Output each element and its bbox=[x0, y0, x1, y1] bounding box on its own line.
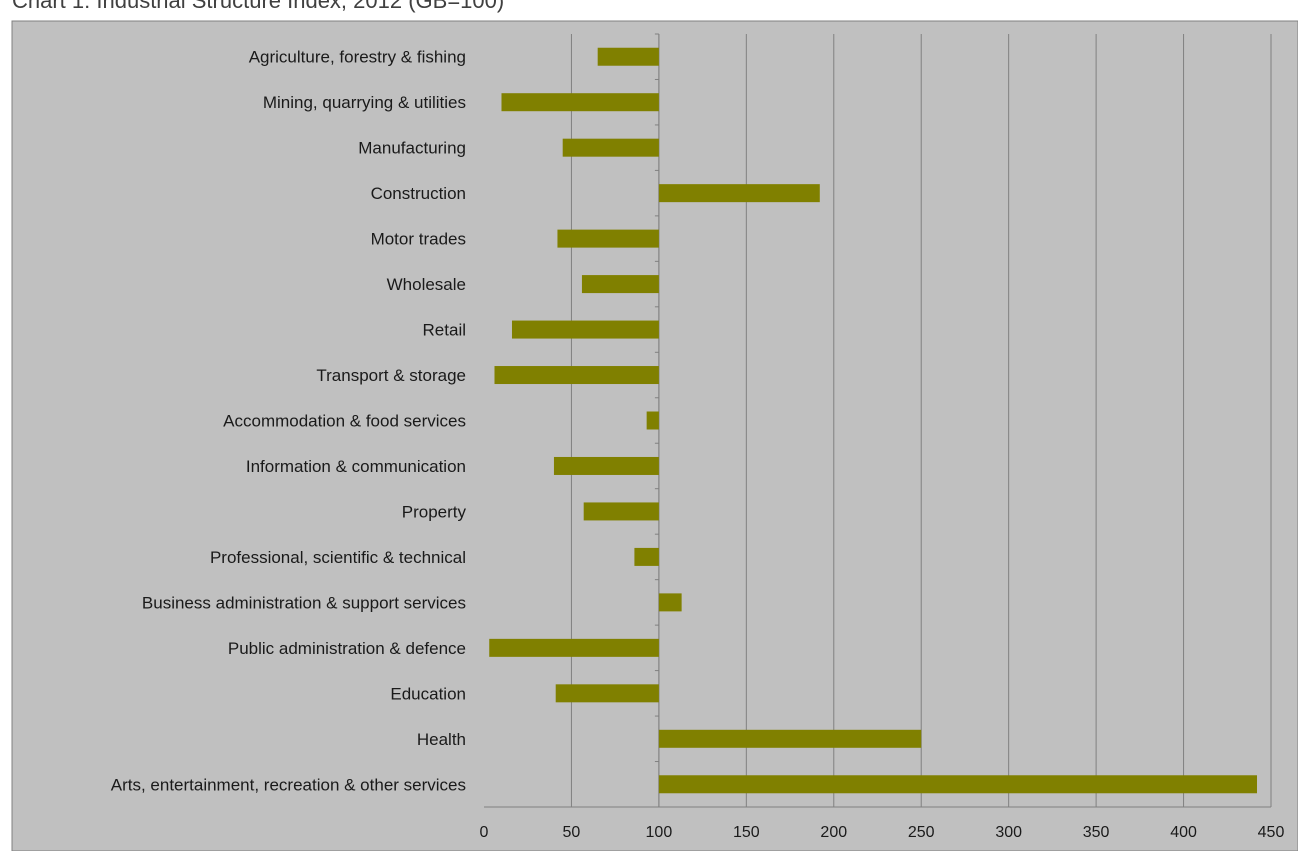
x-tick-label: 50 bbox=[563, 824, 581, 841]
x-tick-label: 200 bbox=[820, 824, 847, 841]
chart-title: Chart 1: Industrial Structure Index, 201… bbox=[12, 0, 505, 13]
bar bbox=[511, 320, 659, 339]
bar bbox=[494, 366, 659, 385]
bars bbox=[489, 47, 1258, 794]
category-label: Health bbox=[417, 730, 466, 749]
category-label: Manufacturing bbox=[358, 139, 466, 158]
bar bbox=[553, 456, 659, 475]
category-label: Business administration & support servic… bbox=[142, 593, 466, 612]
bar bbox=[557, 229, 659, 248]
category-label: Professional, scientific & technical bbox=[210, 548, 466, 567]
category-label: Arts, entertainment, recreation & other … bbox=[111, 775, 466, 794]
bar bbox=[658, 775, 1258, 794]
bar bbox=[658, 593, 682, 612]
bar bbox=[597, 47, 659, 66]
category-label: Public administration & defence bbox=[228, 639, 466, 658]
bar bbox=[658, 729, 922, 748]
x-tick-label: 100 bbox=[646, 824, 673, 841]
category-label: Agriculture, forestry & fishing bbox=[249, 48, 466, 67]
x-tick-label: 400 bbox=[1170, 824, 1197, 841]
bar bbox=[489, 638, 659, 657]
category-label: Information & communication bbox=[246, 457, 466, 476]
category-label: Accommodation & food services bbox=[223, 412, 466, 431]
x-tick-label: 450 bbox=[1258, 824, 1285, 841]
x-tick-label: 150 bbox=[733, 824, 760, 841]
bar bbox=[658, 184, 820, 203]
bar bbox=[555, 684, 659, 703]
category-label: Property bbox=[402, 502, 467, 521]
bar bbox=[583, 502, 659, 521]
category-label: Wholesale bbox=[387, 275, 466, 294]
bar bbox=[646, 411, 659, 430]
tick-labels: 0 50 100 150 200 250 300 350 400 450 bbox=[480, 824, 1285, 841]
category-label: Retail bbox=[423, 321, 466, 340]
category-label: Motor trades bbox=[371, 230, 466, 249]
gridlines bbox=[570, 34, 1272, 807]
x-tick-label: 350 bbox=[1083, 824, 1110, 841]
plot-background bbox=[11, 20, 1298, 851]
category-labels: Agriculture, forestry & fishing Mining, q… bbox=[111, 48, 467, 795]
bar bbox=[562, 138, 659, 157]
category-label: Mining, quarrying & utilities bbox=[263, 93, 466, 112]
x-tick-label: 250 bbox=[908, 824, 935, 841]
bar bbox=[581, 275, 659, 294]
x-tick-label: 0 bbox=[480, 824, 489, 841]
bar bbox=[634, 547, 659, 566]
category-label: Construction bbox=[371, 184, 466, 203]
category-label: Education bbox=[390, 684, 466, 703]
bar bbox=[501, 93, 659, 112]
x-tick-label: 300 bbox=[995, 824, 1022, 841]
category-label: Transport & storage bbox=[316, 366, 466, 385]
